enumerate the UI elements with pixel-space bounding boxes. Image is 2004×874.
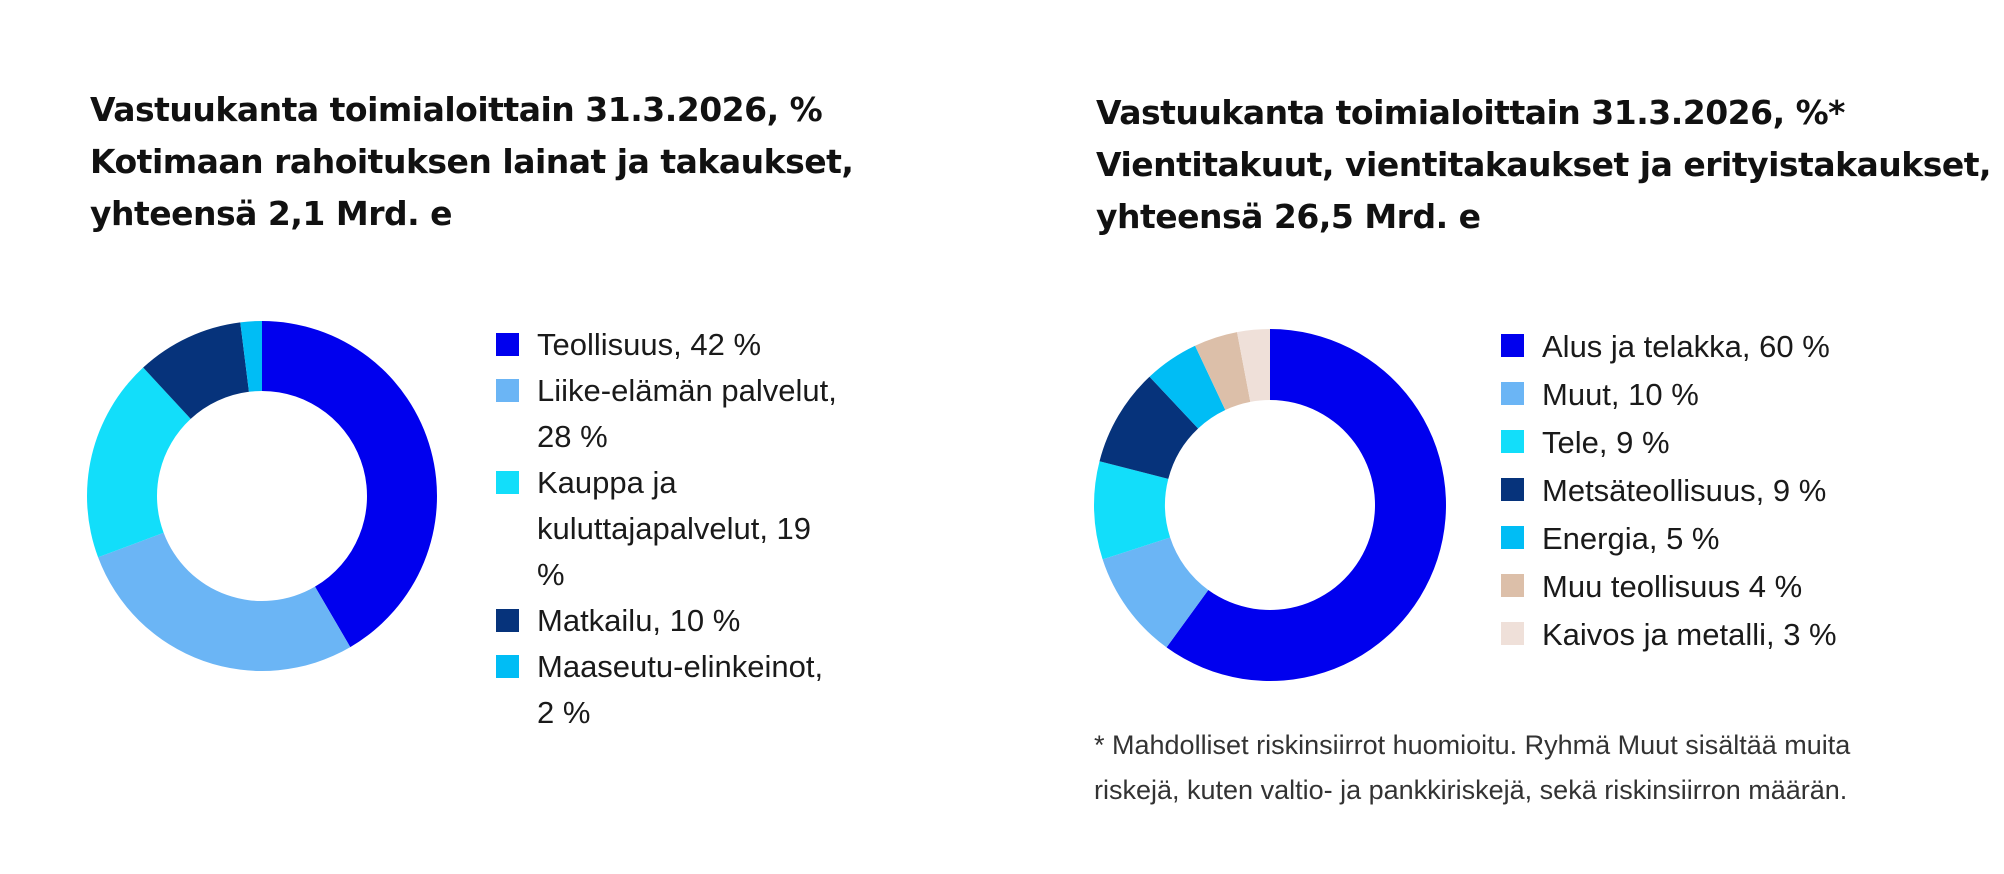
legend-label: Muut, 10 %: [1542, 377, 1699, 412]
legend-item: Muut, 10 %: [1501, 371, 1921, 419]
legend-swatch: [1501, 622, 1524, 645]
chart-title-block: Vastuukanta toimialoittain 31.3.2026, % …: [90, 84, 854, 240]
legend-label: Liike-elämän palvelut, 28 %: [537, 373, 837, 454]
legend-swatch: [1501, 334, 1524, 357]
donut-slice: [87, 367, 191, 558]
chart-subtitle: yhteensä 2,1 Mrd. e: [90, 194, 453, 233]
legend: Teollisuus, 42 % Liike-elämän palvelut, 2…: [496, 322, 846, 736]
donut-slice: [1099, 376, 1199, 479]
legend-swatch: [1501, 382, 1524, 405]
donut-slice: [98, 532, 351, 671]
legend-item: Teollisuus, 42 %: [496, 322, 846, 368]
legend-swatch: [496, 379, 519, 402]
donut-slice: [262, 321, 437, 648]
legend-label: Teollisuus, 42 %: [537, 327, 762, 362]
legend-label: Metsäteollisuus, 9 %: [1542, 473, 1827, 508]
legend: Alus ja telakka, 60 % Muut, 10 % Tele, 9 %…: [1501, 323, 1921, 659]
chart-subtitle: Vientitakuut, vientitakaukset ja erityis…: [1096, 145, 1992, 184]
footnote-line: riskejä, kuten valtio- ja pankkiriskejä,…: [1094, 775, 1848, 805]
legend-item: Tele, 9 %: [1501, 419, 1921, 467]
legend-item: Alus ja telakka, 60 %: [1501, 323, 1921, 371]
legend-swatch: [1501, 478, 1524, 501]
chart-title: Vastuukanta toimialoittain 31.3.2026, %: [90, 90, 823, 129]
donut-slice: [1102, 537, 1209, 648]
donut-slice: [1094, 461, 1171, 560]
legend-label: Kaivos ja metalli, 3 %: [1542, 617, 1837, 652]
legend-item: Energia, 5 %: [1501, 515, 1921, 563]
legend-swatch: [1501, 430, 1524, 453]
legend-label: Kauppa ja kuluttajapalvelut, 19 %: [537, 465, 812, 592]
chart-title: Vastuukanta toimialoittain 31.3.2026, %*: [1096, 93, 1845, 132]
chart-subtitle: yhteensä 26,5 Mrd. e: [1096, 197, 1481, 236]
legend-label: Maaseutu-elinkeinot, 2 %: [537, 649, 824, 730]
legend-item: Kauppa ja kuluttajapalvelut, 19 %: [496, 460, 846, 598]
legend-label: Tele, 9 %: [1542, 425, 1670, 460]
footnote-line: * Mahdolliset riskinsiirrot huomioitu. R…: [1094, 730, 1851, 760]
legend-swatch: [496, 471, 519, 494]
legend-label: Alus ja telakka, 60 %: [1542, 329, 1830, 364]
donut-slice: [143, 322, 249, 419]
chart-title-block: Vastuukanta toimialoittain 31.3.2026, %*…: [1096, 87, 1992, 243]
legend-swatch: [496, 655, 519, 678]
legend-label: Energia, 5 %: [1542, 521, 1720, 556]
donut-slice: [1166, 329, 1447, 681]
legend-label: Muu teollisuus 4 %: [1542, 569, 1803, 604]
legend-swatch: [1501, 526, 1524, 549]
legend-item: Metsäteollisuus, 9 %: [1501, 467, 1921, 515]
chart-subtitle: Kotimaan rahoituksen lainat ja takaukset…: [90, 142, 854, 181]
legend-item: Muu teollisuus 4 %: [1501, 563, 1921, 611]
legend-item: Maaseutu-elinkeinot, 2 %: [496, 644, 846, 736]
donut-slice: [240, 321, 262, 392]
footnote: * Mahdolliset riskinsiirrot huomioitu. R…: [1094, 723, 1850, 813]
legend-item: Kaivos ja metalli, 3 %: [1501, 611, 1921, 659]
legend-item: Matkailu, 10 %: [496, 598, 846, 644]
donut-slice: [1149, 345, 1226, 429]
legend-swatch: [496, 333, 519, 356]
legend-label: Matkailu, 10 %: [537, 603, 741, 638]
legend-item: Liike-elämän palvelut, 28 %: [496, 368, 846, 460]
donut-slice: [1195, 332, 1251, 410]
legend-swatch: [1501, 574, 1524, 597]
donut-slice: [1237, 329, 1270, 402]
legend-swatch: [496, 609, 519, 632]
